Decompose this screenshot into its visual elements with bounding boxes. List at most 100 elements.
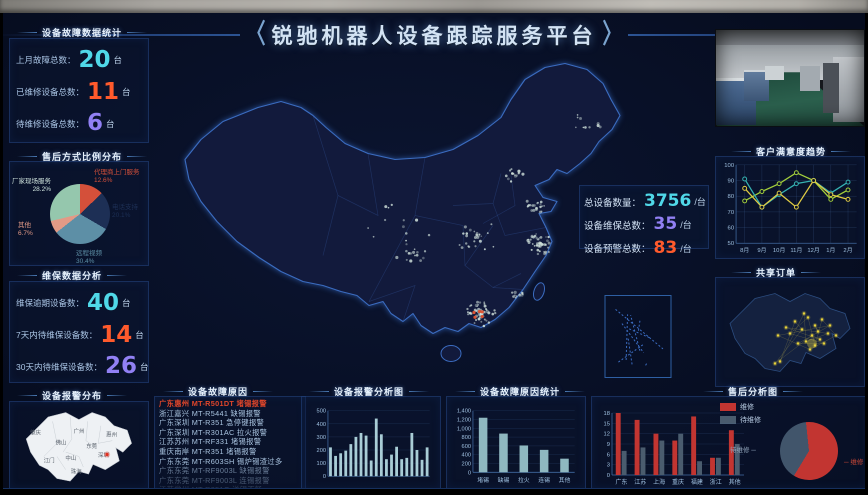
fault-list-item[interactable]: 广东东莞 MT-RF9003L 连锡报警 [159,475,270,485]
svg-text:300: 300 [317,435,326,441]
svg-text:100: 100 [724,163,735,169]
svg-text:400: 400 [462,453,471,459]
right-bracket-icon: 〉 [602,20,622,50]
svg-text:0: 0 [468,470,471,476]
camera-table [764,66,785,80]
left-bracket-icon: 〈 [246,20,266,50]
panel-title-shared-orders: 共享订单 [731,266,822,279]
stat-row: 设备维保总数： 35/台 [584,214,692,235]
svg-text:15: 15 [604,421,610,427]
fault-list-item[interactable]: 浙江嘉兴 MT-R5441 缺锡报警 [159,408,261,418]
aftersales-legend: 维修 待维修 [720,402,761,428]
pie-slice-label: 代理商上门服务 12.6% [94,169,140,185]
fault-stats-rows: 上月故障总数： 20 台已维修设备总数： 11 台待维修设备总数： 6 台 [10,47,148,137]
svg-text:8月: 8月 [740,247,749,254]
svg-text:连锡: 连锡 [538,476,550,484]
svg-text:福建: 福建 [691,478,703,486]
svg-text:肇庆: 肇庆 [30,429,41,437]
svg-text:70: 70 [728,210,735,216]
svg-text:1月: 1月 [826,247,835,254]
dashboard-stage: 〈 锐驰机器人设备跟踪服务平台 〉 设备故障数据统计 上月故障总数： 20 台已维修… [3,13,865,489]
svg-text:缺锡: 缺锡 [498,476,510,484]
svg-text:18: 18 [604,411,610,417]
camera-tower [822,62,839,113]
svg-text:1,000: 1,000 [457,426,471,432]
satisfaction-panel: 50 60 70 80 90 100 8月 9月 10月 11月 12月 1月 2月 [715,156,865,259]
stat-row: 30天内待维保设备数： 26 台 [16,353,149,380]
svg-text:拉火: 拉火 [518,476,530,484]
legend-swatch [720,416,736,424]
aftersales-method-pie-chart[interactable] [50,184,110,244]
svg-text:400: 400 [317,422,326,428]
stat-row: 总设备数量： 3756/台 [584,191,706,211]
svg-text:东莞: 东莞 [86,442,97,450]
china-map[interactable] [163,53,703,388]
panel-title-aftersales-pie: 售后方式比例分布 [17,150,148,163]
legend-item[interactable]: 维修 [720,402,761,412]
stat-row: 待维修设备总数： 6 台 [16,110,115,137]
svg-text:11月: 11月 [790,247,802,254]
panel-title-fault-reasons: 设备故障原因 [163,385,274,398]
fault-list-item[interactable]: 广东惠州 MT-R501DT 堵锡报警 [159,399,267,408]
photo-wall-strip [0,0,868,13]
panel-title-aftersales-analysis: 售后分析图 [703,385,804,398]
svg-text:600: 600 [462,444,471,450]
svg-text:9: 9 [607,442,610,448]
fault-reason-list[interactable]: 广东惠州 MT-R501DT 堵锡报警 浙江嘉兴 MT-R5441 缺锡报警 广东深… [154,396,306,488]
pie2-label-repair: ─ 维修 [844,459,864,466]
fault-list-item[interactable]: 广东东莞 MT-R603SH 锡炉锡渣过多 [159,456,283,466]
shared-orders-map[interactable] [720,282,860,380]
svg-text:3: 3 [607,463,610,469]
svg-text:12: 12 [604,432,610,438]
maintenance-stats-panel: 维保逾期设备数： 40 台 7天内待维保设备数： 14 台 30天内待维保设备数： 26 台 [9,281,149,383]
pie-slice-label: 远程视频 30.4% [76,250,102,266]
fault-list-item[interactable]: 重庆南岸 MT-R351 堵锡报警 [159,446,257,456]
panel-title-fault-cause: 设备故障原因统计 [455,385,586,398]
svg-text:珠海: 珠海 [71,468,82,476]
svg-text:上海: 上海 [653,478,665,486]
aftersales-grouped-bar-chart[interactable]: 0 3 6 9 12 15 18 广东 江苏 上海 重庆 福建 浙江 其他 [596,409,746,487]
svg-text:9月: 9月 [757,247,766,254]
svg-text:60: 60 [728,226,735,232]
fault-list-item[interactable]: 广东深圳 MT-R351 急停键报警 [159,418,265,428]
fault-list-item[interactable]: 广东东莞 MT-RF9003L 缺锡报警 [159,466,270,476]
fault-list-item[interactable]: 广东深圳 MT-R301AC 拉火报警 [159,427,268,437]
pie2-label-pending: 待维修 ─ [730,447,756,454]
fault-cause-panel: 0 200 400 600 800 1,000 1,200 1,400 堵锡 缺锡 拉火 连锡 其他 [446,396,586,488]
svg-text:50: 50 [728,241,735,247]
satisfaction-line-chart[interactable]: 50 60 70 80 90 100 8月 9月 10月 11月 12月 1月 2月 [716,157,862,256]
svg-text:重庆: 重庆 [672,478,684,486]
panel-title-satisfaction: 客户满意度趋势 [731,145,852,158]
aftersales-method-panel: 代理商上门服务 12.6% 电话支持 20.1% 远程视频 30.4% 其他 6.7% 厂家现场… [9,161,149,266]
svg-text:1,200: 1,200 [457,417,471,423]
legend-item[interactable]: 待维修 [720,415,761,425]
svg-text:其他: 其他 [729,478,741,486]
fault-list-item[interactable]: 江苏常州 MT-R351G 送锡不畅 [159,485,301,488]
device-totals-rows: 总设备数量： 3756/台 设备维保总数： 35/台 设备预警总数： 83/台 [580,191,708,258]
stat-row: 上月故障总数： 20 台 [16,47,123,73]
svg-text:中山: 中山 [65,454,76,462]
fault-list-item[interactable]: 江苏苏州 MT-RF331 堵锡报警 [159,437,262,447]
svg-text:惠州: 惠州 [106,430,117,438]
fault-cause-bar-chart[interactable]: 0 200 400 600 800 1,000 1,200 1,400 堵锡 缺锡 拉火 连锡 其他 [447,397,583,486]
fault-stats-panel: 上月故障总数： 20 台已维修设备总数： 11 台待维修设备总数： 6 台 [9,38,149,143]
svg-text:6: 6 [607,452,610,458]
alarm-analysis-bar-chart[interactable]: 0 100 200 300 400 500 [302,397,438,486]
svg-text:江门: 江门 [44,457,55,465]
stat-row: 设备预警总数： 83/台 [584,237,692,258]
stat-row: 已维修设备总数： 11 台 [16,78,131,105]
aftersales-pie-chart[interactable] [777,419,841,483]
pie-slice-label: 电话支持 20.1% [112,204,138,220]
factory-camera-feed[interactable] [715,29,865,127]
svg-text:2月: 2月 [843,247,852,254]
svg-text:深圳: 深圳 [98,451,109,459]
panel-title-fault-stats: 设备故障数据统计 [17,26,148,39]
camera-ceiling [716,30,864,46]
svg-text:80: 80 [728,194,735,200]
svg-text:浙江: 浙江 [710,478,722,486]
svg-text:0: 0 [607,473,610,479]
camera-vignette [716,30,864,126]
svg-text:江苏: 江苏 [634,478,646,486]
